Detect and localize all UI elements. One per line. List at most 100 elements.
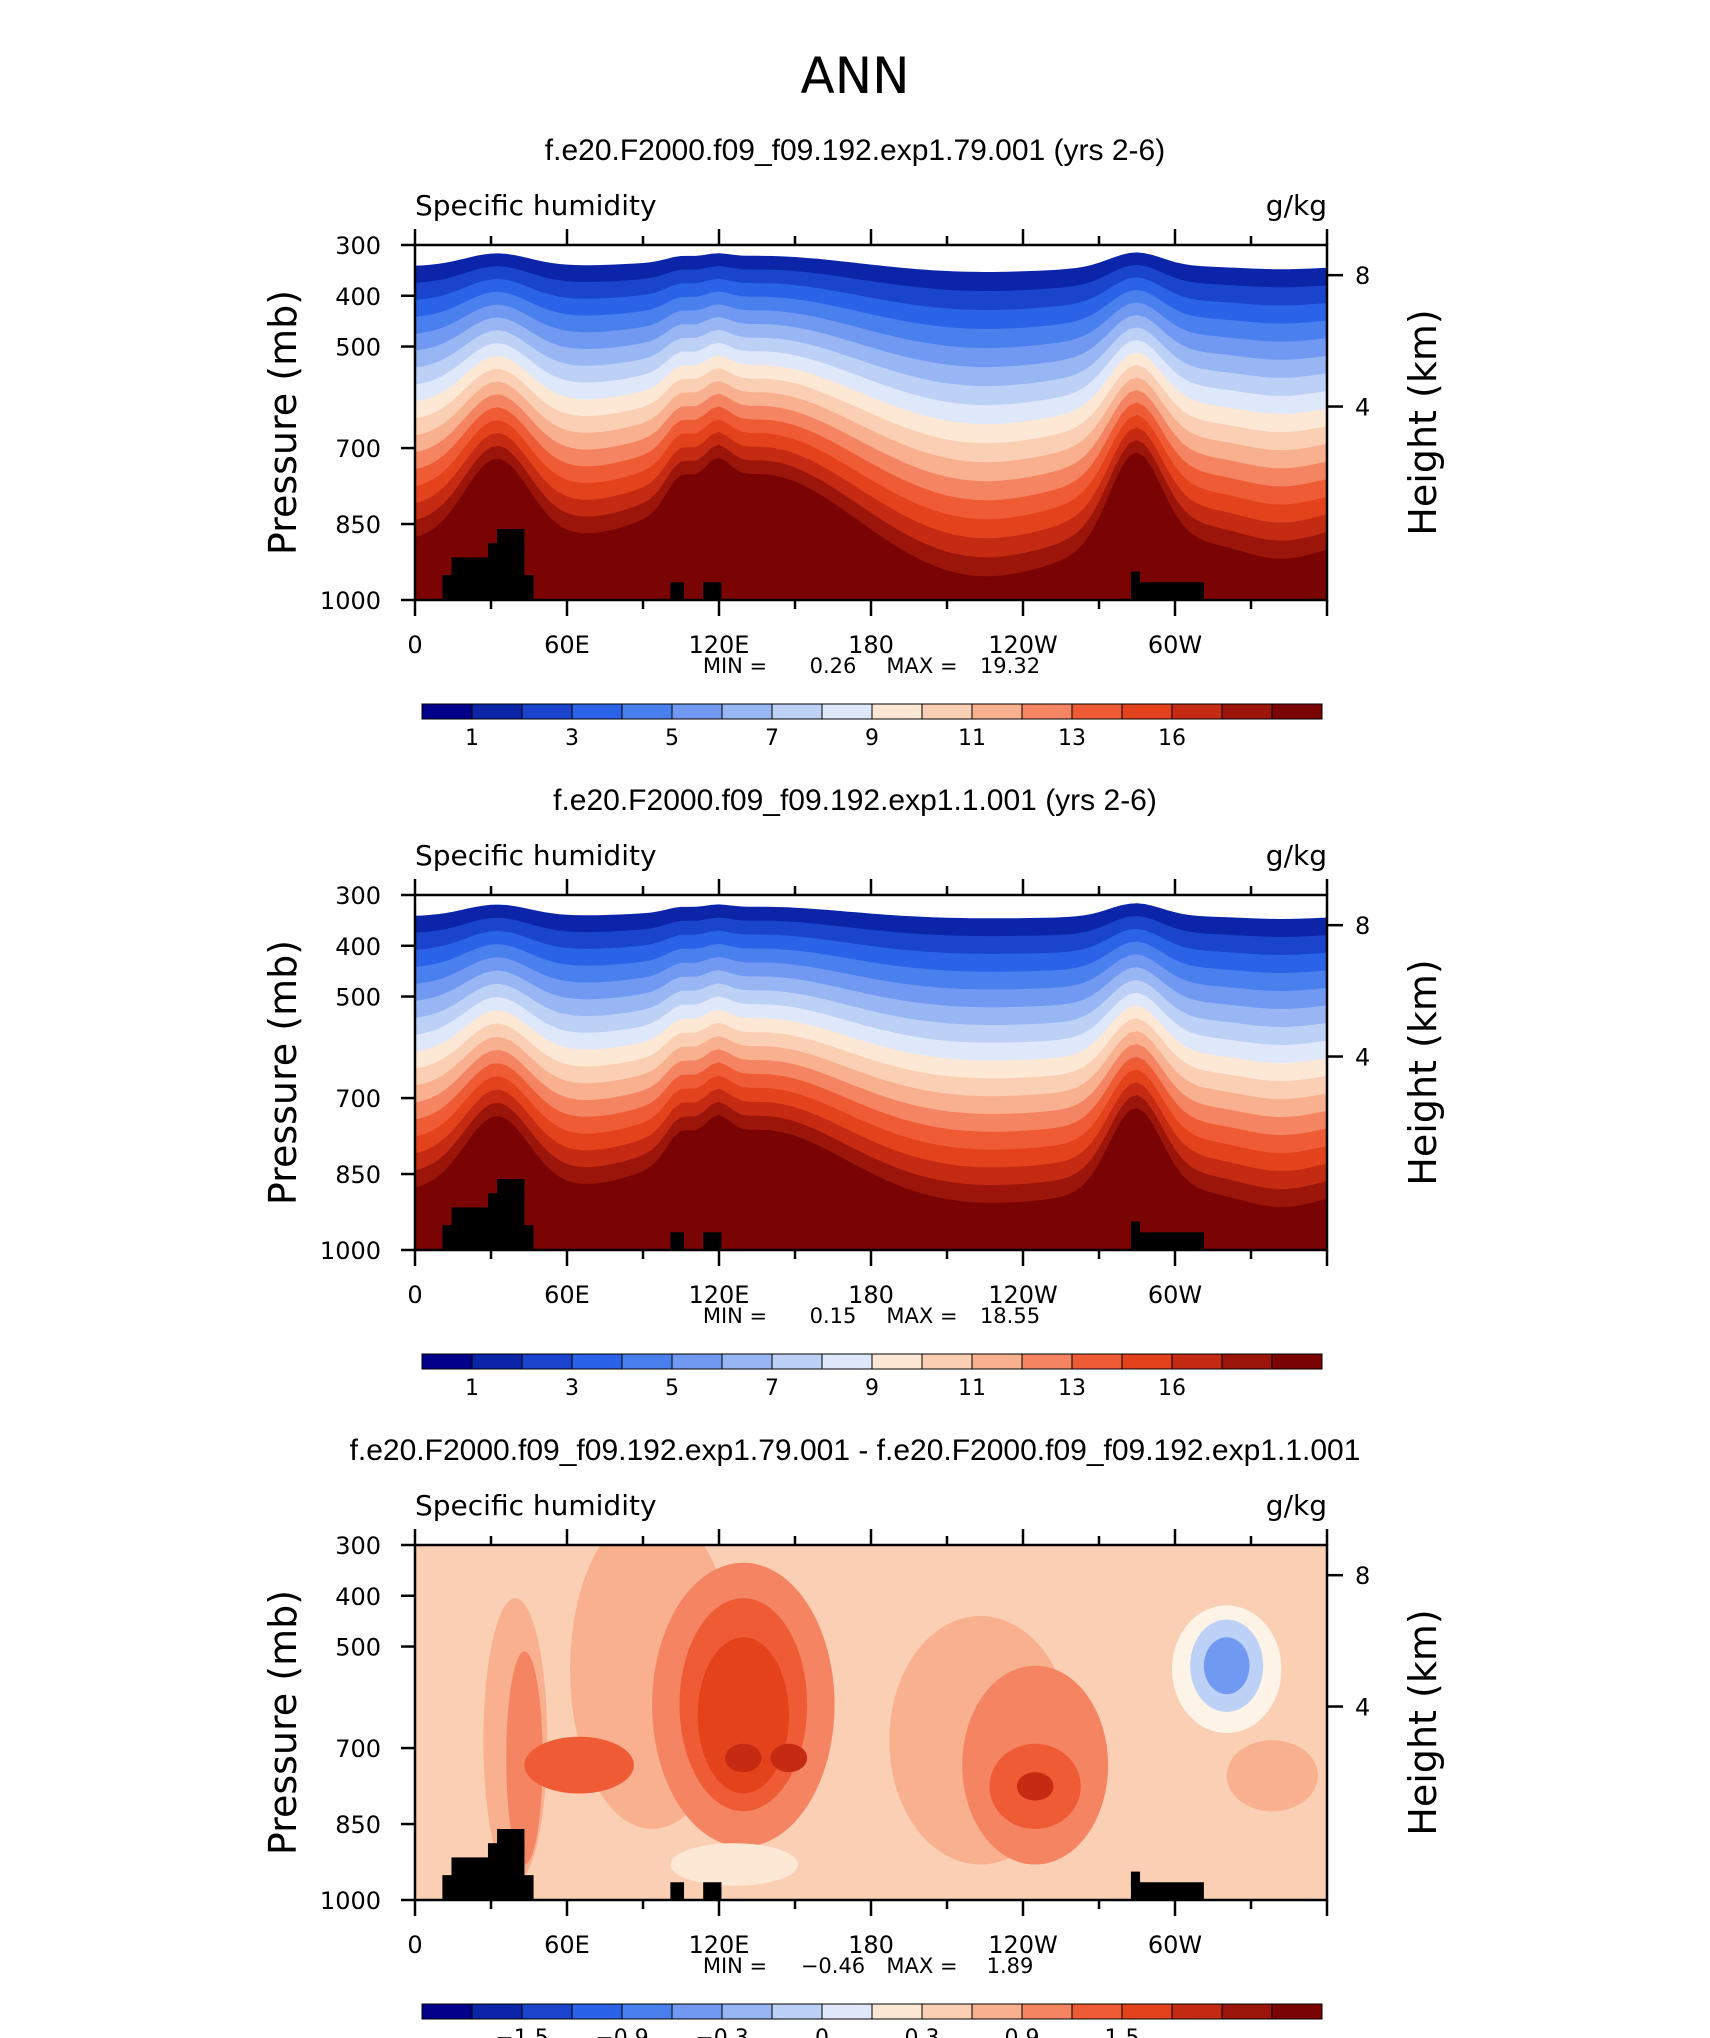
max-label: MAX = xyxy=(886,1304,957,1328)
min-value: 0.26 xyxy=(810,654,857,678)
colorbar-swatch xyxy=(971,703,1023,720)
y-tick-label: 700 xyxy=(335,435,381,463)
colorbar-swatch xyxy=(471,703,523,720)
chart-panel-2: f.e20.F2000.f09_f09.192.exp1.1.001 (yrs … xyxy=(261,784,1445,1401)
colorbar-label: 13 xyxy=(1058,726,1086,751)
y-tick-label: 1000 xyxy=(320,1237,381,1265)
colorbar-swatch xyxy=(571,2003,623,2020)
topography-mask xyxy=(1130,1221,1141,1236)
x-tick-label: 0 xyxy=(407,1931,422,1959)
min-label: MIN = xyxy=(703,654,767,678)
colorbar-swatch xyxy=(1071,1353,1123,1370)
y-tick-label: 500 xyxy=(335,334,381,362)
colorbar-swatch xyxy=(1271,1353,1323,1370)
topography-mask xyxy=(497,1829,525,1851)
colorbar-swatch xyxy=(1021,2003,1073,2020)
units-label: g/kg xyxy=(1266,839,1327,872)
colorbar-swatch xyxy=(871,2003,923,2020)
colorbar-label: 11 xyxy=(958,1376,986,1401)
colorbar-swatch xyxy=(521,2003,573,2020)
colorbar-swatch xyxy=(1071,703,1123,720)
x-tick-label: 180 xyxy=(848,1931,894,1959)
y2-axis-title: Height (km) xyxy=(1401,309,1445,535)
colorbar-swatch xyxy=(621,2003,673,2020)
min-value: −0.46 xyxy=(801,1954,865,1978)
colorbar-label: 7 xyxy=(765,726,779,751)
x-tick-label: 180 xyxy=(848,1281,894,1309)
x-tick-label: 60W xyxy=(1148,631,1202,659)
colorbar-swatch xyxy=(521,1353,573,1370)
y2-tick-label: 8 xyxy=(1355,1562,1370,1590)
y-axis-title: Pressure (mb) xyxy=(261,290,305,555)
x-tick-label: 60W xyxy=(1148,1931,1202,1959)
contour-band xyxy=(506,1651,543,1865)
topography-mask xyxy=(670,582,685,600)
x-tick-label: 120W xyxy=(988,631,1058,659)
colorbar-swatch xyxy=(1171,2003,1223,2020)
y-tick-label: 400 xyxy=(335,1583,381,1611)
units-label: g/kg xyxy=(1266,189,1327,222)
colorbar-swatch xyxy=(421,2003,473,2020)
topography-mask xyxy=(670,1232,685,1250)
colorbar-swatch xyxy=(1271,703,1323,720)
x-tick-label: 120E xyxy=(689,1931,750,1959)
colorbar-swatch xyxy=(671,703,723,720)
contour-band xyxy=(697,1637,789,1794)
x-tick-label: 60E xyxy=(544,631,590,659)
colorbar-swatch xyxy=(721,1353,773,1370)
colorbar-label: 1 xyxy=(465,1376,479,1401)
colorbar-label: 9 xyxy=(865,726,879,751)
max-value: 1.89 xyxy=(987,1954,1034,1978)
topography-mask xyxy=(1130,571,1141,586)
y2-tick-label: 4 xyxy=(1355,394,1370,422)
colorbar-swatch xyxy=(971,2003,1023,2020)
x-tick-label: 60E xyxy=(544,1281,590,1309)
y-axis-title: Pressure (mb) xyxy=(261,1590,305,1855)
x-tick-label: 120E xyxy=(689,1281,750,1309)
colorbar-swatch xyxy=(1221,2003,1273,2020)
colorbar-label: 7 xyxy=(765,1376,779,1401)
y2-tick-label: 4 xyxy=(1355,1694,1370,1722)
contour-band xyxy=(524,1736,634,1794)
colorbar-swatch xyxy=(621,1353,673,1370)
colorbar-label: 13 xyxy=(1058,1376,1086,1401)
colorbar-swatch xyxy=(771,1353,823,1370)
y-tick-label: 400 xyxy=(335,283,381,311)
colorbar-swatch xyxy=(821,703,873,720)
colorbar-swatch xyxy=(821,1353,873,1370)
max-label: MAX = xyxy=(886,1954,957,1978)
colorbar-label: 16 xyxy=(1158,1376,1186,1401)
colorbar-swatch xyxy=(1021,1353,1073,1370)
panel-title: f.e20.F2000.f09_f09.192.exp1.79.001 - f.… xyxy=(350,1434,1361,1467)
colorbar-label: 0.9 xyxy=(1005,2026,1040,2038)
colorbar-label: 0 xyxy=(815,2026,829,2038)
contour-band xyxy=(670,1843,799,1886)
chart-panel-3: f.e20.F2000.f09_f09.192.exp1.79.001 - f.… xyxy=(261,1434,1445,2038)
colorbar-swatch xyxy=(921,2003,973,2020)
contour-band xyxy=(415,1107,1327,1250)
colorbar-swatch xyxy=(571,703,623,720)
colorbar-swatch xyxy=(821,2003,873,2020)
contour-band xyxy=(770,1743,808,1773)
page-title: ANN xyxy=(800,47,909,105)
contour-band xyxy=(1226,1740,1318,1812)
units-label: g/kg xyxy=(1266,1489,1327,1522)
field-name-label: Specific humidity xyxy=(415,1489,657,1522)
colorbar-swatch xyxy=(1171,1353,1223,1370)
y-tick-label: 1000 xyxy=(320,587,381,615)
contour-band xyxy=(1203,1637,1250,1695)
topography-mask xyxy=(703,1882,722,1900)
colorbar-label: 0.3 xyxy=(905,2026,940,2038)
y-tick-label: 300 xyxy=(335,1532,381,1560)
colorbar-label: 3 xyxy=(565,726,579,751)
y-tick-label: 700 xyxy=(335,1735,381,1763)
colorbar-swatch xyxy=(471,1353,523,1370)
colorbar-swatch xyxy=(571,1353,623,1370)
x-tick-label: 120W xyxy=(988,1931,1058,1959)
colorbar-swatch xyxy=(771,703,823,720)
colorbar-label: 1.5 xyxy=(1105,2026,1140,2038)
topography-mask xyxy=(1130,1232,1204,1250)
colorbar-swatch xyxy=(721,703,773,720)
y-tick-label: 850 xyxy=(335,511,381,539)
